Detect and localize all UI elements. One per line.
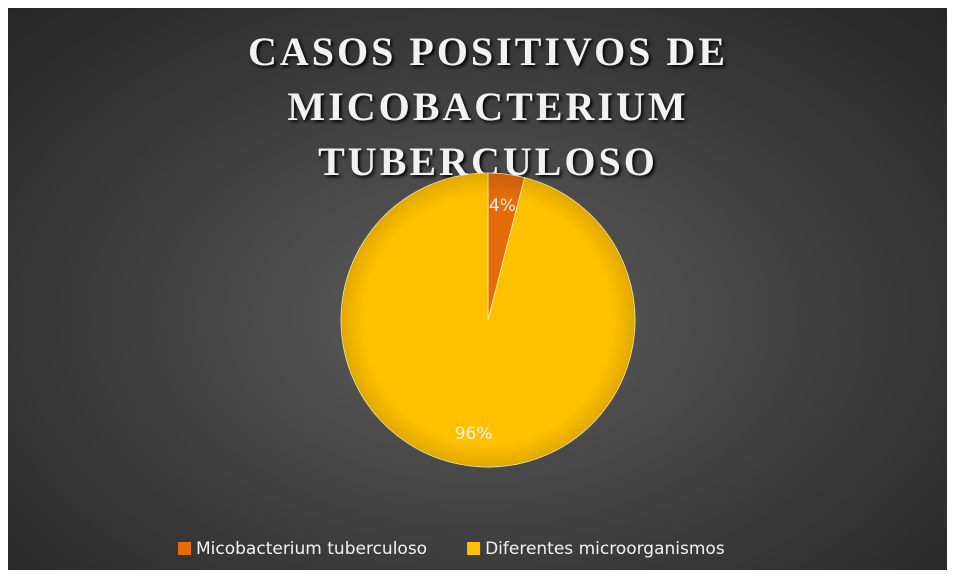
legend-label: Diferentes microorganismos (485, 539, 725, 559)
legend-swatch (178, 542, 191, 555)
data-label: 96% (455, 424, 493, 444)
legend-swatch (467, 542, 481, 555)
legend-label: Micobacterium tuberculoso (196, 539, 427, 559)
data-label: 4% (489, 196, 516, 216)
